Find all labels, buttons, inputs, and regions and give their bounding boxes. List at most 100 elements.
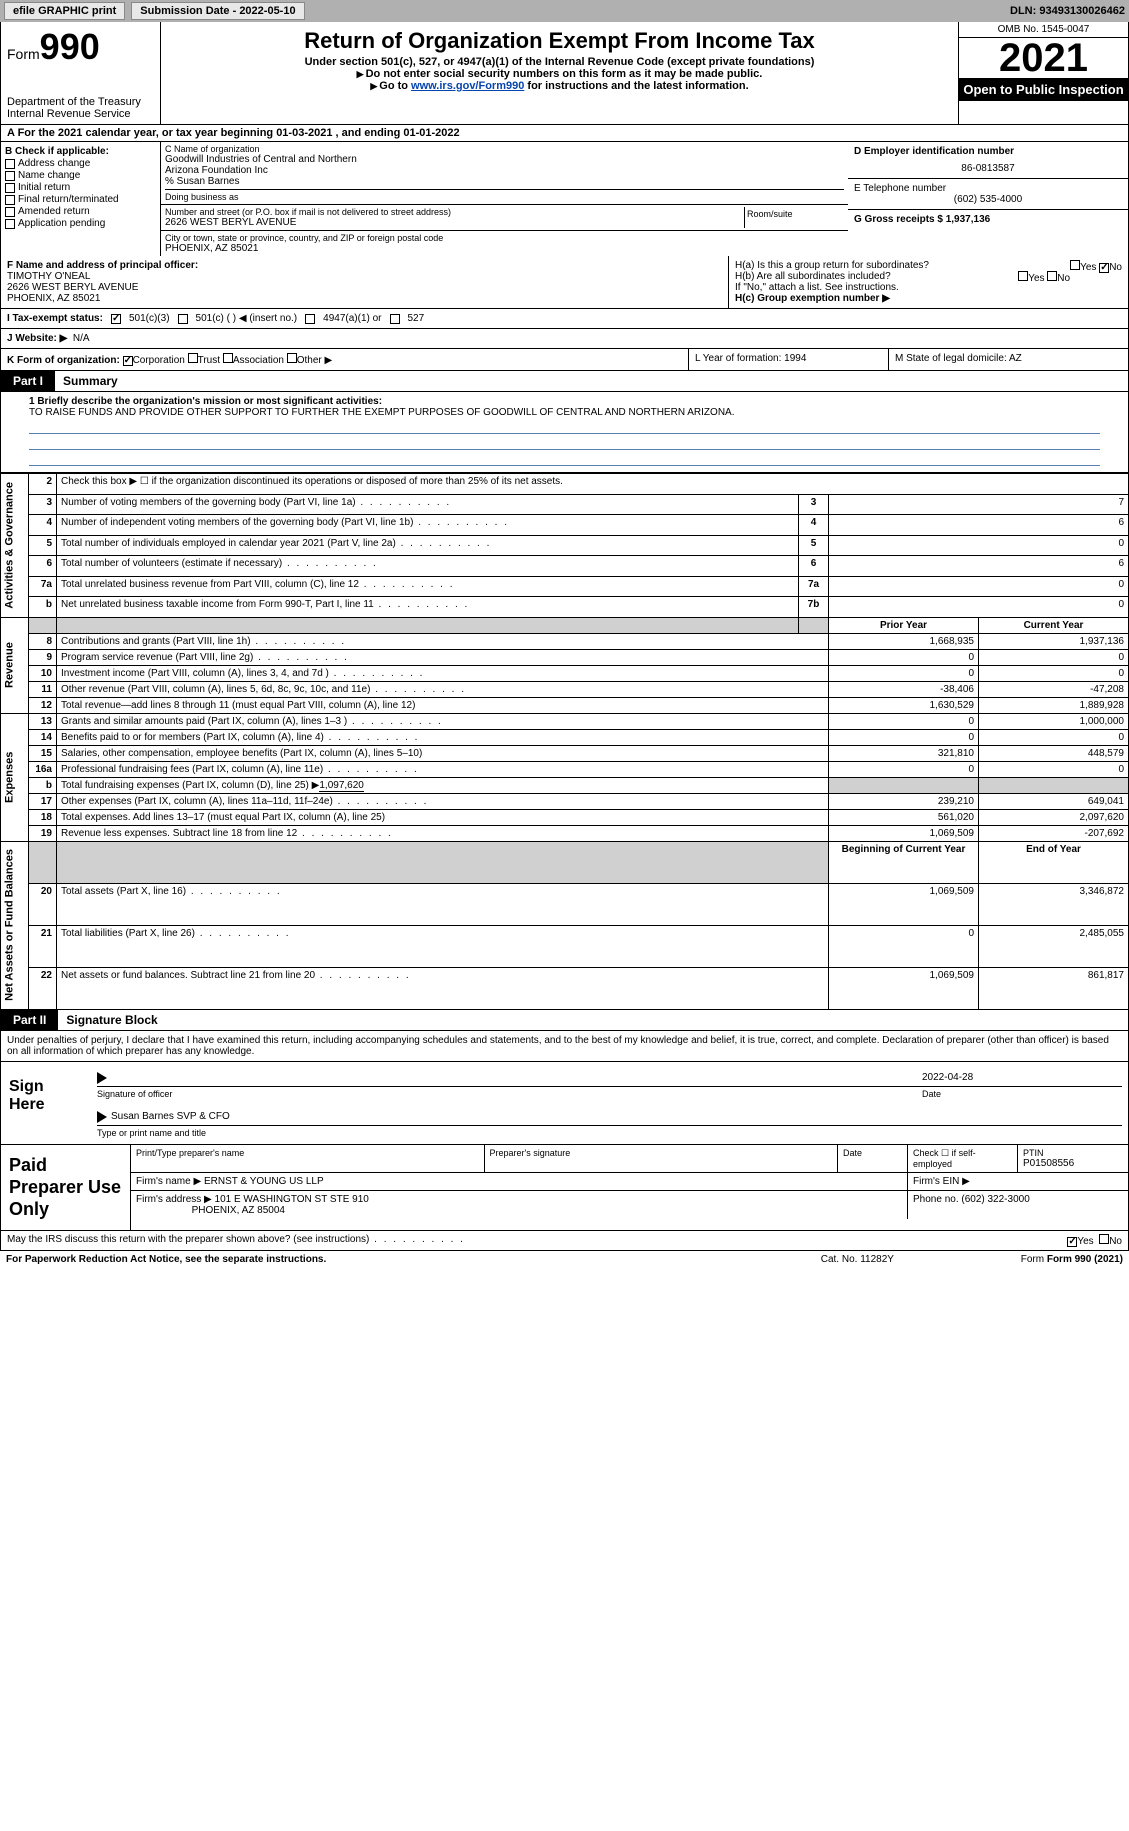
sign-here-label: Sign Here bbox=[1, 1062, 91, 1144]
val16b: 1,097,620 bbox=[319, 780, 364, 792]
val3: 7 bbox=[829, 494, 1129, 515]
chk-assoc[interactable] bbox=[223, 353, 233, 363]
ptin-value: P01508556 bbox=[1023, 1158, 1123, 1169]
discuss-row: May the IRS discuss this return with the… bbox=[0, 1231, 1129, 1251]
c13: 1,000,000 bbox=[979, 713, 1129, 729]
efile-button[interactable]: efile GRAPHIC print bbox=[4, 2, 125, 20]
form-subtitle: Under section 501(c), 527, or 4947(a)(1)… bbox=[167, 56, 952, 68]
officer-city: PHOENIX, AZ 85021 bbox=[7, 293, 722, 304]
c22: 861,817 bbox=[979, 968, 1129, 1010]
officer-print-name: Susan Barnes SVP & CFO bbox=[111, 1111, 1122, 1123]
hc-label: H(c) Group exemption number ▶ bbox=[735, 293, 1122, 304]
dln-label: DLN: 93493130026462 bbox=[1010, 5, 1125, 17]
sig-date-lbl: Date bbox=[922, 1089, 1122, 1099]
p18: 561,020 bbox=[829, 809, 979, 825]
tax-year: 2021 bbox=[959, 38, 1128, 78]
ha-label: H(a) Is this a group return for subordin… bbox=[735, 260, 929, 271]
p20: 1,069,509 bbox=[829, 883, 979, 925]
p16a: 0 bbox=[829, 761, 979, 777]
k-label: K Form of organization: bbox=[7, 355, 120, 366]
discuss-no[interactable] bbox=[1099, 1234, 1109, 1244]
line17: Other expenses (Part IX, column (A), lin… bbox=[57, 793, 829, 809]
chk-527[interactable] bbox=[390, 314, 400, 324]
c12: 1,889,928 bbox=[979, 697, 1129, 713]
p8: 1,668,935 bbox=[829, 633, 979, 649]
side-expenses: Expenses bbox=[1, 713, 29, 841]
ptin-lbl: PTIN bbox=[1023, 1148, 1123, 1158]
opt-address-change: Address change bbox=[18, 158, 90, 169]
prep-date-lbl: Date bbox=[843, 1148, 902, 1158]
opt-501c: 501(c) ( ) ◀ (insert no.) bbox=[196, 313, 298, 324]
state-domicile: M State of legal domicile: AZ bbox=[888, 349, 1128, 370]
c9: 0 bbox=[979, 649, 1129, 665]
line7b: Net unrelated business taxable income fr… bbox=[57, 597, 799, 618]
paperwork-notice: For Paperwork Reduction Act Notice, see … bbox=[6, 1254, 821, 1265]
opt-527: 527 bbox=[408, 313, 425, 324]
org-name-2: Arizona Foundation Inc bbox=[165, 165, 844, 176]
line5: Total number of individuals employed in … bbox=[57, 535, 799, 556]
sig-intro: Under penalties of perjury, I declare th… bbox=[0, 1031, 1129, 1062]
row-a-period: A For the 2021 calendar year, or tax yea… bbox=[0, 125, 1129, 142]
klm-row: K Form of organization: Corporation Trus… bbox=[0, 349, 1129, 371]
gross-receipts: G Gross receipts $ 1,937,136 bbox=[854, 214, 1122, 225]
c21: 2,485,055 bbox=[979, 925, 1129, 967]
ha-yes-lbl: Yes bbox=[1080, 262, 1096, 273]
org-name-1: Goodwill Industries of Central and North… bbox=[165, 154, 844, 165]
chk-name-change[interactable] bbox=[5, 171, 15, 181]
firm-name-lbl: Firm's name ▶ bbox=[136, 1176, 201, 1187]
chk-address-change[interactable] bbox=[5, 159, 15, 169]
chk-4947[interactable] bbox=[305, 314, 315, 324]
print-name-lbl: Type or print name and title bbox=[97, 1128, 1122, 1138]
chk-corp[interactable] bbox=[123, 356, 133, 366]
officer-name: TIMOTHY O'NEAL bbox=[7, 271, 722, 282]
hb-yes[interactable] bbox=[1018, 271, 1028, 281]
hb-no[interactable] bbox=[1047, 271, 1057, 281]
chk-other[interactable] bbox=[287, 353, 297, 363]
chk-pending[interactable] bbox=[5, 219, 15, 229]
hdr-end: End of Year bbox=[979, 841, 1129, 883]
opt-4947: 4947(a)(1) or bbox=[323, 313, 381, 324]
irs-link[interactable]: www.irs.gov/Form990 bbox=[411, 80, 524, 92]
form-ref: Form Form 990 (2021) bbox=[1021, 1254, 1123, 1265]
opt-trust: Trust bbox=[198, 355, 220, 366]
ha-yes[interactable] bbox=[1070, 260, 1080, 270]
col-b-checkboxes: B Check if applicable: Address change Na… bbox=[1, 142, 161, 256]
chk-amended[interactable] bbox=[5, 207, 15, 217]
opt-assoc: Association bbox=[233, 355, 284, 366]
instr-nossn: Do not enter social security numbers on … bbox=[366, 68, 763, 80]
form-number: 990 bbox=[40, 26, 100, 67]
hdr-begin: Beginning of Current Year bbox=[829, 841, 979, 883]
sig-officer-lbl: Signature of officer bbox=[97, 1089, 922, 1099]
chk-501c3[interactable] bbox=[111, 314, 121, 324]
side-revenue: Revenue bbox=[1, 617, 29, 713]
preparer-block: Paid Preparer Use Only Print/Type prepar… bbox=[0, 1145, 1129, 1231]
website-value: N/A bbox=[73, 333, 90, 344]
ha-no[interactable] bbox=[1099, 263, 1109, 273]
p14: 0 bbox=[829, 729, 979, 745]
discuss-yes[interactable] bbox=[1067, 1237, 1077, 1247]
preparer-side-label: Paid Preparer Use Only bbox=[1, 1145, 131, 1230]
status-label: I Tax-exempt status: bbox=[7, 313, 103, 324]
line3: Number of voting members of the governin… bbox=[57, 494, 799, 515]
part2-title: Signature Block bbox=[58, 1010, 165, 1030]
chk-501c[interactable] bbox=[178, 314, 188, 324]
line7a: Total unrelated business revenue from Pa… bbox=[57, 576, 799, 597]
care-of: % Susan Barnes bbox=[165, 176, 844, 187]
form-ref-bold: Form 990 (2021) bbox=[1047, 1254, 1123, 1265]
discuss-no-lbl: No bbox=[1109, 1236, 1122, 1247]
line21: Total liabilities (Part X, line 26) bbox=[57, 925, 829, 967]
c17: 649,041 bbox=[979, 793, 1129, 809]
prep-sig-lbl: Preparer's signature bbox=[490, 1148, 833, 1158]
chk-final[interactable] bbox=[5, 195, 15, 205]
arrow-icon-2 bbox=[97, 1111, 107, 1123]
line12: Total revenue—add lines 8 through 11 (mu… bbox=[57, 697, 829, 713]
instr-goto-post: for instructions and the latest informat… bbox=[524, 80, 748, 92]
part1-title: Summary bbox=[55, 371, 126, 391]
firm-addr: 101 E WASHINGTON ST STE 910 bbox=[215, 1194, 369, 1205]
chk-initial[interactable] bbox=[5, 183, 15, 193]
submission-date-button[interactable]: Submission Date - 2022-05-10 bbox=[131, 2, 304, 20]
section-fh: F Name and address of principal officer:… bbox=[0, 256, 1129, 309]
c10: 0 bbox=[979, 665, 1129, 681]
chk-trust[interactable] bbox=[188, 353, 198, 363]
line11: Other revenue (Part VIII, column (A), li… bbox=[57, 681, 829, 697]
